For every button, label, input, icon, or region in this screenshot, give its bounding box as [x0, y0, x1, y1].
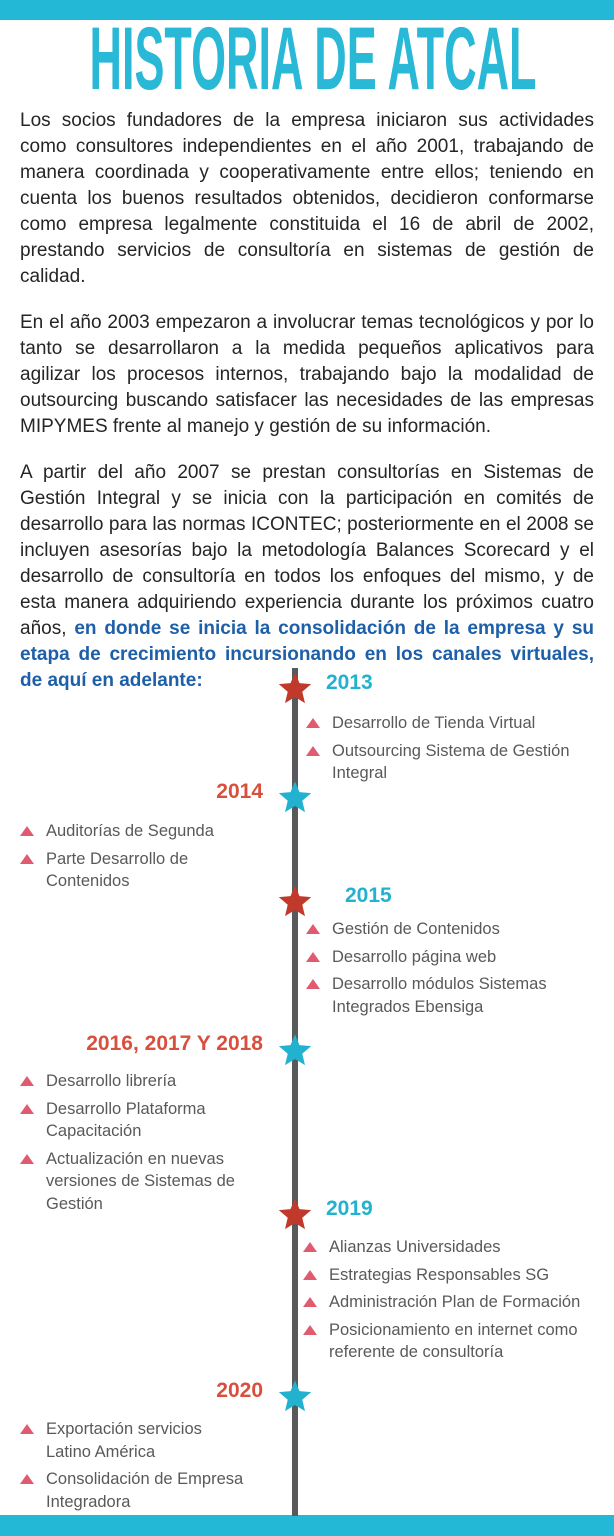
- svg-text:HISTORIA DE ATCAL: HISTORIA DE ATCAL: [90, 8, 537, 108]
